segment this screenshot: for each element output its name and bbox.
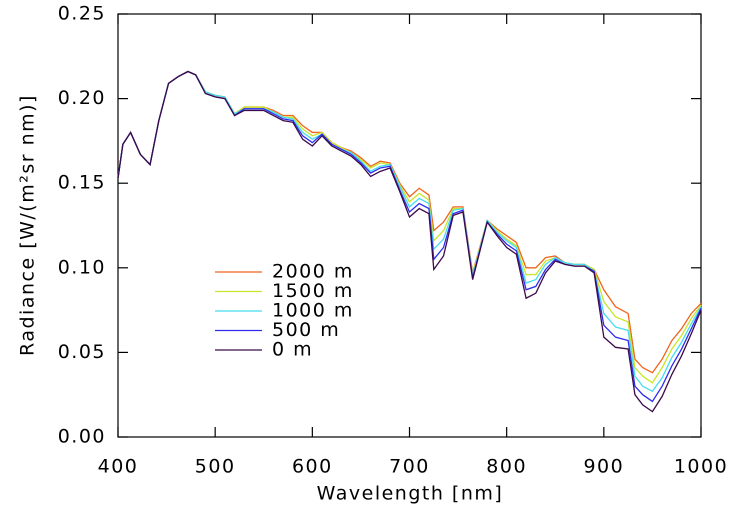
series-line [117,70,702,393]
y-tick-label: 0.10 [58,256,106,278]
series-line [117,70,702,374]
y-tick-label: 0.20 [58,87,106,109]
x-tick-label: 1000 [674,456,728,478]
y-tick-label: 0.15 [58,172,106,194]
y-tick-label: 0.00 [58,426,106,448]
legend-label: 1500 m [272,280,354,302]
legend-label: 2000 m [272,261,354,283]
x-tick-label: 900 [583,456,624,478]
x-tick-label: 500 [195,456,236,478]
series-line [117,70,702,403]
legend-label: 500 m [272,319,340,341]
x-axis-label: Wavelength [nm] [317,483,504,505]
x-tick-label: 400 [98,456,139,478]
x-tick-label: 800 [486,456,527,478]
x-tick-label: 700 [389,456,430,478]
y-axis-label: Radiance [W/(m²sr nm)] [17,94,39,356]
plot-frame [117,13,702,438]
series-line [117,70,702,413]
x-tick-label: 600 [292,456,333,478]
y-tick-label: 0.05 [58,341,106,363]
y-tick-label: 0.25 [58,3,106,25]
legend-label: 0 m [272,339,313,361]
series-line [117,70,702,384]
legend-label: 1000 m [272,300,354,322]
